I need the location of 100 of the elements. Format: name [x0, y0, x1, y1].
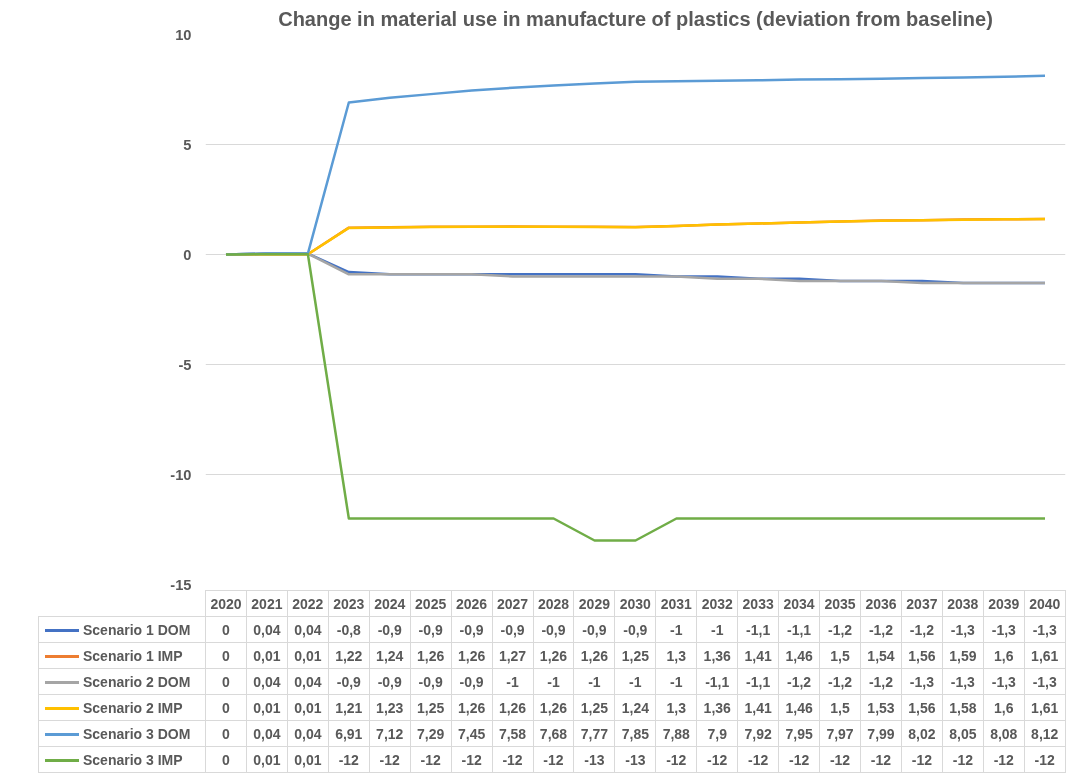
data-label: 7,88 [655, 720, 697, 747]
data-label: 1,36 [696, 694, 738, 721]
data-label: 0,04 [287, 668, 329, 695]
data-label: -1,2 [819, 616, 861, 643]
data-label: 1,26 [451, 694, 493, 721]
data-label: -12 [942, 746, 984, 773]
data-label: 0 [205, 668, 247, 695]
data-label: 0,01 [246, 642, 288, 669]
data-label: 8,12 [1024, 720, 1066, 747]
data-label: 1,36 [696, 642, 738, 669]
x-tick-label: 2028 [533, 590, 574, 617]
data-label: 8,05 [942, 720, 984, 747]
data-label: 1,27 [492, 642, 533, 669]
data-label: -1,3 [1024, 616, 1066, 643]
legend-label: Scenario 3 DOM [38, 720, 206, 747]
data-label: 1,6 [983, 694, 1025, 721]
data-label: 0 [205, 746, 247, 773]
x-tick-label: 2022 [287, 590, 329, 617]
y-tick-label: -5 [178, 356, 192, 373]
data-label: -12 [492, 746, 533, 773]
data-label: -0,9 [573, 616, 615, 643]
legend-label: Scenario 1 DOM [38, 616, 206, 643]
data-label: 1,46 [778, 694, 820, 721]
x-tick-label: 2035 [819, 590, 861, 617]
x-tick-label: 2031 [655, 590, 697, 617]
data-label: 7,45 [451, 720, 493, 747]
data-label: 7,9 [696, 720, 738, 747]
data-label: 0 [205, 642, 247, 669]
x-tick-label: 2036 [860, 590, 902, 617]
x-tick-label: 2025 [410, 590, 452, 617]
data-label: -0,9 [328, 668, 370, 695]
data-label: -0,9 [369, 616, 411, 643]
x-tick-label: 2026 [451, 590, 493, 617]
data-label: -1,3 [942, 668, 984, 695]
data-label: 7,77 [573, 720, 615, 747]
x-tick-label: 2027 [492, 590, 533, 617]
data-label: 1,3 [655, 694, 697, 721]
data-label: 0,01 [246, 694, 288, 721]
data-label: -0,9 [369, 668, 411, 695]
x-tick-label: 2039 [983, 590, 1025, 617]
data-label: -1,1 [737, 616, 779, 643]
data-label: 1,26 [533, 642, 574, 669]
data-label: 1,41 [737, 694, 779, 721]
data-label: -1,1 [737, 668, 779, 695]
data-label: -12 [983, 746, 1025, 773]
data-label: -12 [1024, 746, 1066, 773]
data-label: 1,59 [942, 642, 984, 669]
data-label: 0,01 [287, 746, 329, 773]
data-label: 1,54 [860, 642, 902, 669]
data-label: -1,3 [901, 668, 943, 695]
data-label: 1,26 [451, 642, 493, 669]
x-tick-label: 2023 [328, 590, 370, 617]
y-tick-label: -15 [170, 576, 192, 593]
chart-title: Change in material use in manufacture of plastics (deviation from baseline) [278, 7, 993, 30]
data-label: 1,5 [819, 642, 861, 669]
data-label: 7,85 [614, 720, 656, 747]
data-label: 7,99 [860, 720, 902, 747]
data-label: -12 [901, 746, 943, 773]
data-label: 8,08 [983, 720, 1025, 747]
data-label: -12 [410, 746, 452, 773]
data-label: -0,9 [614, 616, 656, 643]
data-label: 0,04 [287, 720, 329, 747]
data-label: -1,2 [860, 668, 902, 695]
data-label: -0,9 [533, 616, 574, 643]
data-label: 7,97 [819, 720, 861, 747]
data-label: 0 [205, 694, 247, 721]
data-label: -12 [737, 746, 779, 773]
data-label: 1,26 [573, 642, 615, 669]
data-label: -0,9 [451, 668, 493, 695]
x-tick-label: 2032 [696, 590, 738, 617]
data-label: -1 [655, 668, 697, 695]
x-tick-label: 2038 [942, 590, 984, 617]
data-label: -1 [573, 668, 615, 695]
data-label: 0 [205, 616, 247, 643]
data-label: -0,9 [410, 668, 452, 695]
data-label: 7,95 [778, 720, 820, 747]
data-label: -1,3 [983, 668, 1025, 695]
x-tick-label: 2030 [614, 590, 656, 617]
data-label: 0,01 [287, 694, 329, 721]
data-label: 1,61 [1024, 642, 1066, 669]
data-label: -13 [573, 746, 615, 773]
x-tick-label: 2034 [778, 590, 820, 617]
y-tick-label: 5 [183, 136, 192, 153]
data-label: -12 [533, 746, 574, 773]
data-label: 0,04 [287, 616, 329, 643]
data-label: -0,8 [328, 616, 370, 643]
data-label: 0,04 [246, 616, 288, 643]
data-label: -12 [778, 746, 820, 773]
data-label: -1,2 [901, 616, 943, 643]
data-label: -1,2 [819, 668, 861, 695]
data-label: 1,5 [819, 694, 861, 721]
data-label: 1,46 [778, 642, 820, 669]
data-label: 1,61 [1024, 694, 1066, 721]
data-label: 1,26 [533, 694, 574, 721]
data-label: 1,53 [860, 694, 902, 721]
x-tick-label: 2033 [737, 590, 779, 617]
data-label: -13 [614, 746, 656, 773]
data-label: 1,24 [614, 694, 656, 721]
data-label: 1,41 [737, 642, 779, 669]
data-label: 1,25 [573, 694, 615, 721]
